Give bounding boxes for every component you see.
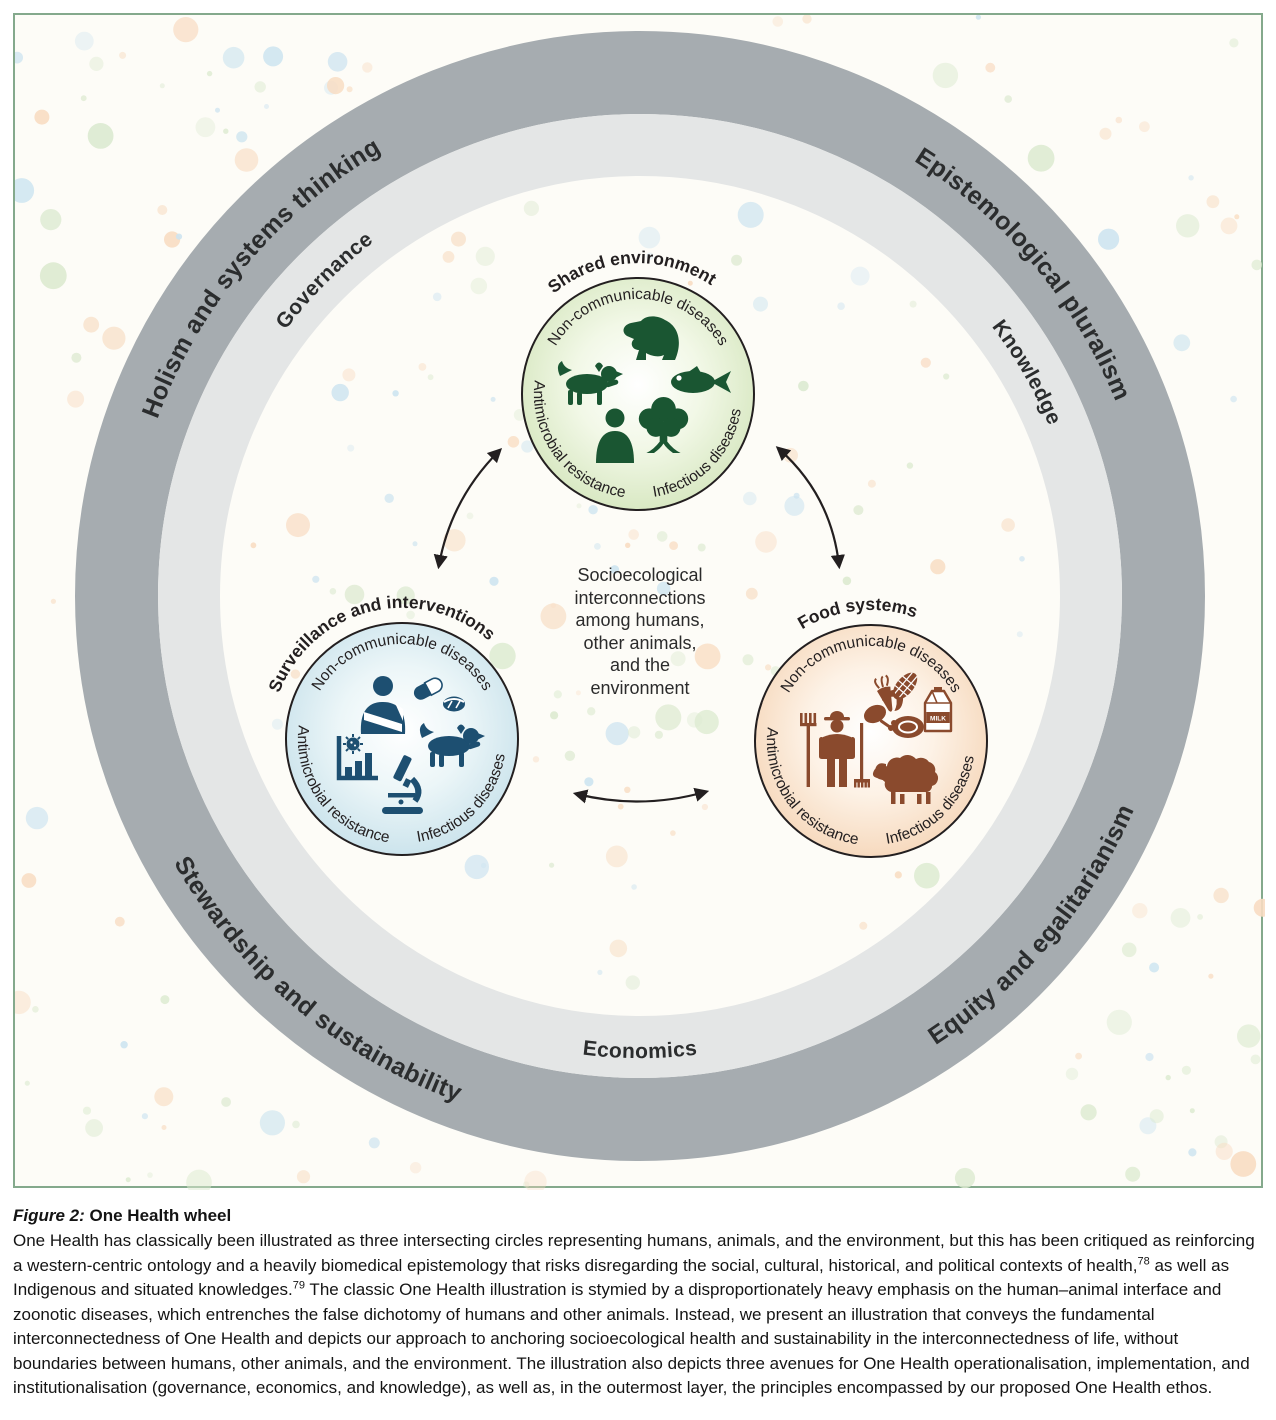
inner-ring bbox=[158, 114, 1122, 1078]
dog-icon bbox=[557, 361, 623, 405]
caption-text-3: The classic One Health illustration is s… bbox=[13, 1280, 1250, 1397]
food-icons: MILK bbox=[800, 672, 953, 804]
capsule-and-pill-icon bbox=[413, 677, 465, 712]
farmer-with-pitchfork-and-rake-icon bbox=[800, 711, 870, 788]
surveillance-icons bbox=[336, 676, 485, 814]
microscope-icon bbox=[382, 755, 423, 814]
arrow-environment-food bbox=[775, 446, 845, 570]
environment-icons bbox=[557, 316, 731, 463]
figure-caption: Figure 2: One Health wheel One Health ha… bbox=[13, 1206, 1263, 1401]
gorilla-icon bbox=[623, 316, 679, 360]
inner-ring-label-economics: Economics bbox=[582, 1037, 699, 1063]
tree-icon bbox=[638, 396, 689, 453]
center-text: Socioecological interconnections among h… bbox=[574, 565, 706, 698]
caption-title: Figure 2: One Health wheel bbox=[13, 1206, 1263, 1226]
connector-arrows bbox=[433, 446, 845, 804]
bar-chart-virus-icon bbox=[336, 734, 378, 781]
caption-figure-name: One Health wheel bbox=[84, 1206, 232, 1225]
reference-78: 78 bbox=[1137, 1254, 1150, 1267]
caption-figure-number: Figure 2: bbox=[13, 1206, 85, 1225]
dog-icon bbox=[419, 723, 485, 767]
food-systems-circle: MILK Food systems Non-communicable disea… bbox=[754, 594, 988, 858]
human-icon bbox=[596, 408, 634, 463]
fish-icon bbox=[671, 366, 731, 393]
caption-text-2: as well as Indigenous and situated knowl… bbox=[13, 1255, 1230, 1300]
injured-person-icon bbox=[360, 676, 406, 734]
sheep-icon bbox=[872, 755, 939, 804]
caption-text-1: One Health has classically been illustra… bbox=[13, 1231, 1255, 1275]
carrot-icon bbox=[874, 674, 893, 712]
background-dots bbox=[15, 15, 1265, 1190]
milk-carton-icon: MILK bbox=[923, 687, 953, 733]
shared-environment-circle: Shared environment Non-communicable dise… bbox=[521, 247, 755, 511]
arrow-surveillance-food bbox=[572, 787, 710, 804]
outer-ring bbox=[75, 31, 1205, 1161]
milk-label: MILK bbox=[930, 716, 946, 723]
surveillance-circle: Surveillance and interventions Non-commu… bbox=[264, 592, 519, 856]
reference-79: 79 bbox=[292, 1279, 306, 1292]
caption-body: One Health has classically been illustra… bbox=[13, 1229, 1263, 1401]
arrow-surveillance-environment bbox=[433, 447, 503, 570]
steak-icon bbox=[892, 716, 924, 738]
wheel-svg: Holism and systems thinking Epistemologi… bbox=[15, 15, 1265, 1190]
one-health-wheel-figure: Holism and systems thinking Epistemologi… bbox=[13, 13, 1265, 1190]
